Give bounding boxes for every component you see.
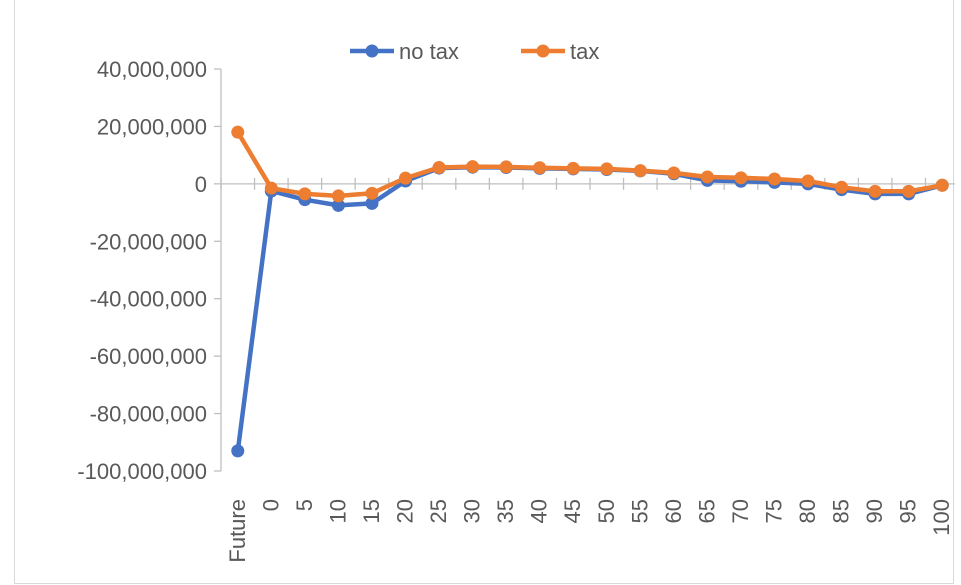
data-point [566, 161, 580, 175]
x-tick-label: 25 [426, 499, 451, 523]
data-point [902, 184, 916, 198]
x-tick-label: 95 [896, 499, 921, 523]
x-tick-label: 65 [694, 499, 719, 523]
series-no-tax [231, 160, 949, 458]
data-point [466, 160, 480, 174]
x-tick-label: 10 [325, 499, 350, 523]
x-tick-label: 30 [460, 499, 485, 523]
x-tick-label: 50 [594, 499, 619, 523]
data-point [667, 166, 681, 180]
data-point [868, 184, 882, 198]
x-tick-label: 80 [795, 499, 820, 523]
x-tick-label: 60 [661, 499, 686, 523]
x-tick-label: 45 [560, 499, 585, 523]
data-point [365, 186, 379, 200]
data-point [633, 164, 647, 178]
y-tick-label: -20,000,000 [90, 229, 207, 254]
x-tick-label: 75 [762, 499, 787, 523]
y-tick-label: -40,000,000 [90, 287, 207, 312]
x-tick-label: 0 [258, 499, 283, 511]
x-tick-label: 90 [862, 499, 887, 523]
chart-area: 40,000,000 20,000,000 0 -20,000,000 -40,000,… [14, 0, 955, 584]
y-tick-label: -100,000,000 [77, 459, 207, 484]
data-point [298, 187, 312, 201]
x-tick-label: 35 [493, 499, 518, 523]
x-tick-label: 15 [359, 499, 384, 523]
series-lines [231, 125, 949, 458]
legend-label: tax [570, 39, 599, 64]
series-tax [231, 125, 949, 203]
y-axis-ticks: 40,000,000 20,000,000 0 -20,000,000 -40,000,… [77, 57, 221, 484]
legend-swatch-marker [365, 44, 379, 58]
x-tick-label: 40 [527, 499, 552, 523]
legend-label: no tax [399, 39, 459, 64]
series-line [235, 129, 945, 199]
data-point [935, 178, 949, 192]
legend-swatch-marker [536, 44, 550, 58]
data-point [499, 160, 513, 174]
data-point [801, 174, 815, 188]
x-tick-label: 5 [292, 499, 317, 511]
y-tick-label: 0 [195, 172, 207, 197]
y-tick-label: -60,000,000 [90, 344, 207, 369]
data-point [432, 160, 446, 174]
data-point [231, 125, 245, 139]
x-axis-ticks: Future 0 5 10 15 20 25 30 35 40 45 50 55 60 65 70 75 80 85… [220, 177, 954, 563]
x-tick-label: Future [225, 499, 250, 563]
series-line [235, 164, 945, 454]
data-point [835, 180, 849, 194]
y-tick-label: 40,000,000 [97, 57, 207, 82]
legend: no tax tax [350, 39, 599, 64]
y-tick-label: 20,000,000 [97, 114, 207, 139]
data-point [533, 161, 547, 175]
data-point [264, 181, 278, 195]
x-tick-label: 20 [393, 499, 418, 523]
data-point [768, 172, 781, 186]
legend-item-tax: tax [521, 39, 599, 64]
x-tick-label: 55 [627, 499, 652, 523]
x-tick-label: 100 [929, 499, 954, 536]
x-tick-label: 85 [829, 499, 854, 523]
data-point [399, 171, 412, 185]
line-chart: 40,000,000 20,000,000 0 -20,000,000 -40,000,… [77, 39, 955, 563]
axes [220, 69, 955, 471]
data-point [734, 171, 748, 185]
data-point [231, 444, 245, 458]
data-point [331, 189, 345, 203]
data-point [365, 196, 379, 210]
legend-item-no-tax: no tax [350, 39, 459, 64]
x-tick-label: 70 [728, 499, 753, 523]
y-tick-label: -80,000,000 [90, 402, 207, 427]
data-point [700, 170, 714, 184]
data-point [600, 162, 614, 176]
data-point [331, 198, 345, 212]
